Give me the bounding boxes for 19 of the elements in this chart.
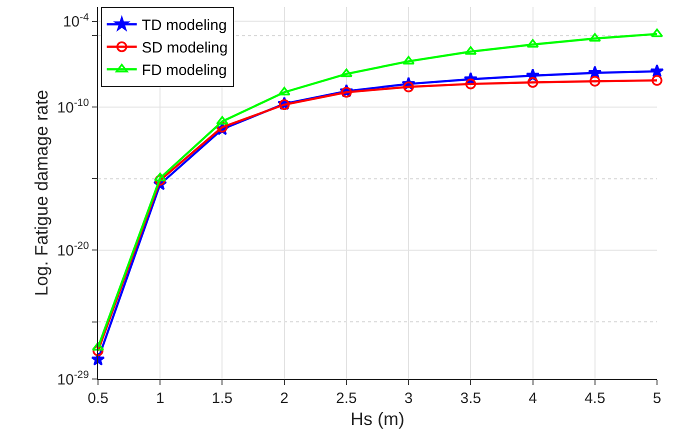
x-tick-label: 5 bbox=[652, 390, 662, 407]
x-tick-label: 0.5 bbox=[88, 390, 108, 407]
y-tick-label: 10$^{-20}$ bbox=[57, 240, 90, 260]
y-tick-label: 10$^{-10}$ bbox=[57, 97, 90, 116]
y-tick-label: 10$^{-4}$ bbox=[62, 11, 90, 31]
x-tick-label: 4.5 bbox=[584, 390, 606, 407]
x-tick-label: 3.5 bbox=[460, 390, 482, 407]
legend-label: FD modeling bbox=[142, 62, 227, 80]
x-tick-label: 1 bbox=[156, 390, 164, 407]
y-tick-label: 10$^{-29}$ bbox=[57, 368, 90, 388]
y-axis-title: Log. Fatigue damage rate bbox=[31, 90, 52, 296]
x-axis-title: Hs (m) bbox=[350, 409, 404, 430]
x-tick-label: 2.5 bbox=[336, 390, 357, 407]
legend-label: SD modeling bbox=[142, 40, 228, 57]
x-tick-label: 4 bbox=[528, 390, 537, 407]
x-tick-label: 3 bbox=[404, 390, 413, 407]
x-tick-label: 2 bbox=[280, 390, 288, 407]
x-tick-label: 1.5 bbox=[212, 390, 233, 407]
legend-label: TD modeling bbox=[142, 17, 227, 34]
